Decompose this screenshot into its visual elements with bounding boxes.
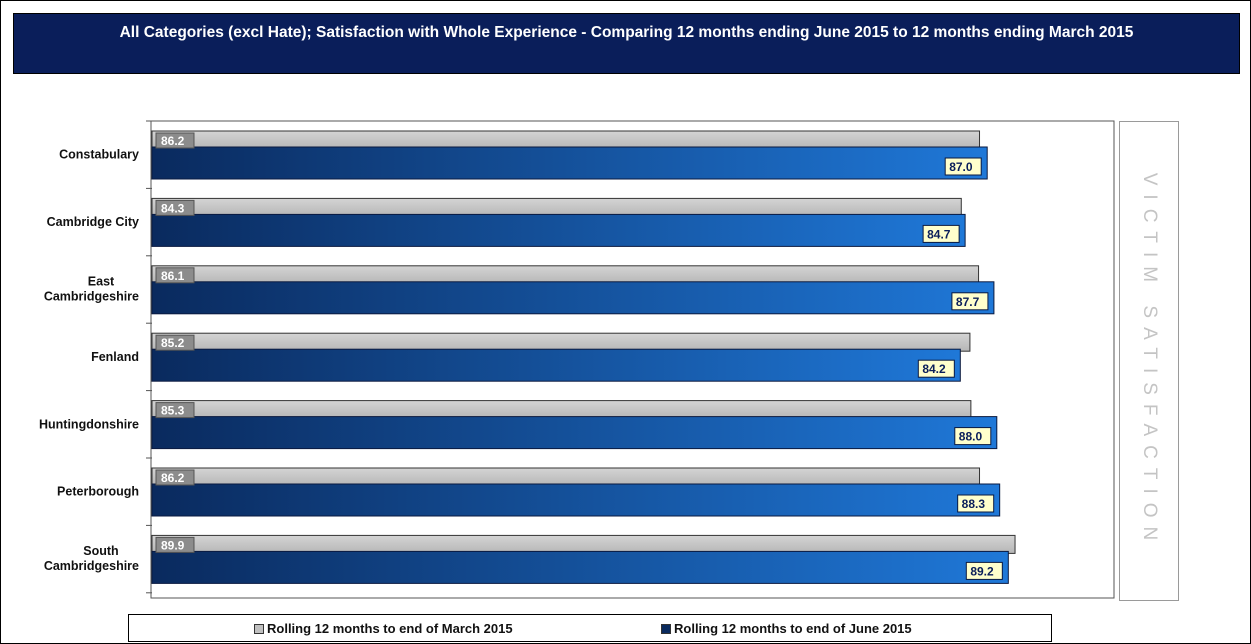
data-label-march: 85.2 xyxy=(161,336,185,350)
label-bg-june xyxy=(954,427,992,446)
category-label: East Cambridgeshire xyxy=(44,275,139,304)
label-bg-june xyxy=(965,561,1003,580)
data-label-march: 86.2 xyxy=(161,134,185,148)
legend-swatch-june xyxy=(661,623,671,634)
data-label-june: 84.2 xyxy=(922,362,946,376)
data-label-march: 84.3 xyxy=(161,201,185,215)
label-bg-march xyxy=(155,334,195,351)
data-label-june: 88.3 xyxy=(962,497,986,511)
label-bg-march xyxy=(155,402,195,419)
legend-label-march: Rolling 12 months to end of March 2015 xyxy=(267,621,513,636)
category-label: Cambridge City xyxy=(47,215,139,229)
category-label: Peterborough xyxy=(57,485,139,499)
label-bg-june xyxy=(922,224,960,243)
bar-march xyxy=(151,332,971,352)
bar-june xyxy=(151,550,1009,584)
data-label-june: 84.7 xyxy=(927,227,951,241)
legend-item-june: Rolling 12 months to end of June 2015 xyxy=(661,621,912,636)
bar-june xyxy=(151,416,998,450)
bar-march xyxy=(151,130,981,150)
label-bg-march xyxy=(155,469,195,486)
data-label-march: 85.3 xyxy=(161,404,185,418)
label-bg-june xyxy=(951,292,989,311)
label-bg-march xyxy=(155,199,195,216)
bar-june xyxy=(151,281,995,315)
side-panel: VICTIM SATISFACTION xyxy=(1119,121,1179,601)
legend-item-march: Rolling 12 months to end of March 2015 xyxy=(254,621,513,636)
data-label-march: 89.9 xyxy=(161,538,185,552)
data-label-june: 87.0 xyxy=(949,160,973,174)
chart-title-bar: All Categories (excl Hate); Satisfaction… xyxy=(13,13,1240,74)
data-label-june: 89.2 xyxy=(970,564,994,578)
legend-swatch-march xyxy=(254,623,264,634)
data-label-march: 86.1 xyxy=(161,269,185,283)
bar-june xyxy=(151,348,961,382)
bar-march xyxy=(151,534,1016,554)
data-label-june: 87.7 xyxy=(956,295,980,309)
label-bg-march xyxy=(155,536,195,553)
label-bg-june xyxy=(957,494,995,513)
legend: Rolling 12 months to end of March 2015 R… xyxy=(128,614,1052,642)
label-bg-june xyxy=(917,359,955,378)
category-label: South Cambridgeshire xyxy=(44,544,139,573)
chart-title: All Categories (excl Hate); Satisfaction… xyxy=(119,24,1134,41)
category-label: Huntingdonshire xyxy=(39,417,139,431)
category-label: Fenland xyxy=(91,350,139,364)
label-bg-march xyxy=(155,132,195,149)
bar-march xyxy=(151,197,962,217)
data-label-march: 86.2 xyxy=(161,471,185,485)
category-label: Constabulary xyxy=(59,148,139,162)
bar-march xyxy=(151,265,980,285)
label-bg-june xyxy=(944,157,982,176)
legend-label-june: Rolling 12 months to end of June 2015 xyxy=(674,621,912,636)
bar-march xyxy=(151,400,972,420)
label-bg-march xyxy=(155,267,195,284)
bar-june xyxy=(151,146,988,180)
data-label-june: 88.0 xyxy=(959,430,983,444)
side-label: VICTIM SATISFACTION xyxy=(1139,172,1160,550)
bar-june xyxy=(151,483,1001,517)
bar-june xyxy=(151,213,966,247)
bar-march xyxy=(151,467,981,487)
